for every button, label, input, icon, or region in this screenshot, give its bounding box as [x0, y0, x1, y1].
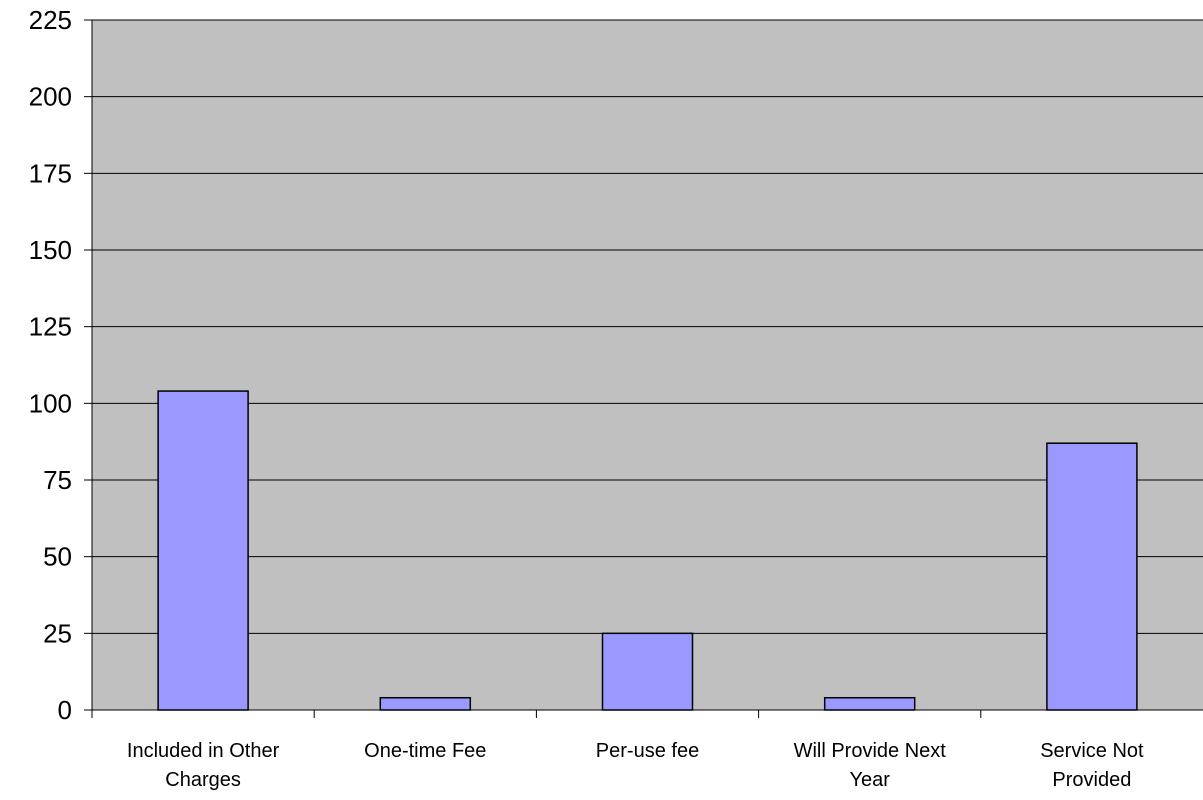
bar — [823, 696, 916, 711]
gridlines — [92, 19, 1203, 634]
x-tick-label: Will Provide Next Year — [794, 740, 947, 791]
bar — [157, 390, 249, 711]
plot-background — [92, 20, 1203, 710]
bars — [157, 390, 1138, 711]
y-tick-labels: 0 25 50 75 100 125 150 175 200 225 — [29, 5, 72, 725]
x-tick-label-line: Charges — [165, 769, 241, 791]
y-tick-label: 75 — [43, 465, 72, 495]
y-tick-label: 50 — [43, 542, 72, 572]
x-tick-label-line: Will Provide Next — [794, 740, 947, 762]
bar — [379, 696, 472, 711]
y-tick-label: 125 — [29, 312, 72, 342]
x-tick-label: Included in Other Charges — [127, 740, 280, 791]
bar — [601, 632, 694, 711]
y-tick-label: 25 — [43, 618, 72, 648]
bar — [1046, 442, 1138, 711]
x-tick-label: Service Not Provided — [1040, 740, 1144, 791]
y-tick-label: 150 — [29, 235, 72, 265]
x-tick-label: Per-use fee — [596, 740, 699, 762]
x-tick-labels: Included in Other Charges One-time Fee Per-… — [127, 740, 1144, 791]
x-tick-label-line: Year — [849, 769, 890, 791]
x-tick-label-line: Included in Other — [127, 740, 280, 762]
x-tick-label-line: Provided — [1052, 769, 1131, 791]
x-tick-label: One-time Fee — [364, 740, 486, 762]
y-tick-label: 0 — [58, 695, 72, 725]
y-tick-label: 175 — [29, 158, 72, 188]
plot-area — [92, 20, 1203, 710]
x-tick-label-line: Service Not — [1040, 740, 1144, 762]
x-tick-label-line: Per-use fee — [596, 740, 699, 762]
axes — [84, 19, 1203, 718]
y-tick-label: 200 — [29, 82, 72, 112]
y-tick-label: 100 — [29, 388, 72, 418]
x-tick-label-line: One-time Fee — [364, 740, 486, 762]
y-tick-label: 225 — [29, 5, 72, 35]
